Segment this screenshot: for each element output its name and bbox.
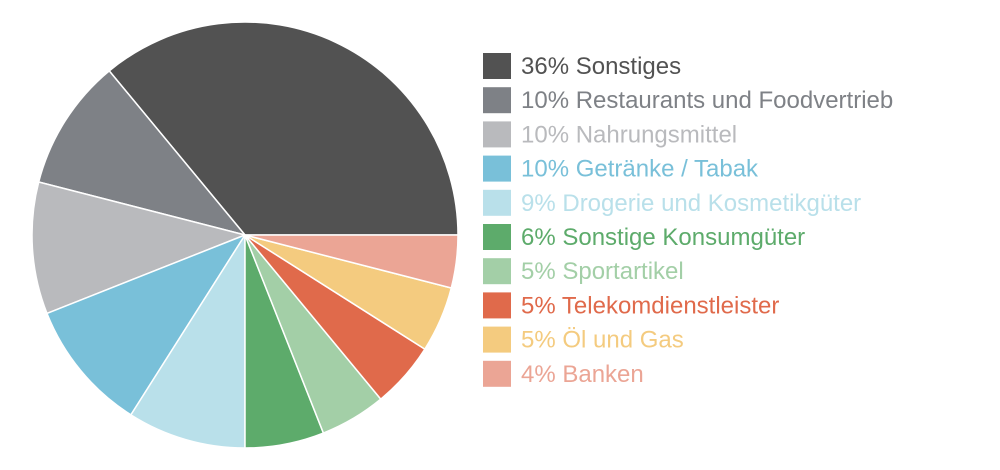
- legend-label: 10% Getränke / Tabak: [521, 156, 759, 183]
- legend-label: 5% Öl und Gas: [521, 327, 684, 354]
- legend-label: 5% Telekomdienstleister: [521, 292, 779, 319]
- legend-label: 9% Drogerie und Kosmetikgüter: [521, 190, 861, 217]
- legend-item: 6% Sonstige Konsumgüter: [483, 224, 805, 251]
- legend-percent: 5%: [521, 292, 556, 319]
- legend-swatch: [483, 121, 511, 148]
- pie-slices: [31, 21, 459, 449]
- legend-percent: 36%: [521, 53, 569, 80]
- legend-label: 4% Banken: [521, 361, 644, 388]
- legend-category: Drogerie und Kosmetikgüter: [556, 190, 861, 217]
- legend-item: 36% Sonstiges: [483, 53, 681, 80]
- legend-swatch: [483, 258, 511, 285]
- legend-label: 36% Sonstiges: [521, 53, 681, 80]
- pie-slice-10: [244, 234, 459, 289]
- pie-slice-4: [46, 234, 246, 416]
- legend-item: 9% Drogerie und Kosmetikgüter: [483, 189, 861, 217]
- legend-item: 10% Restaurants und Foodvertrieb: [483, 87, 893, 114]
- legend-swatch: [483, 87, 511, 114]
- legend-swatch: [483, 224, 511, 250]
- legend-percent: 10%: [521, 156, 569, 183]
- legend-swatch: [483, 53, 511, 79]
- legend-category: Restaurants und Foodvertrieb: [569, 87, 893, 114]
- legend-category: Sonstige Konsumgüter: [556, 224, 805, 251]
- legend-swatch: [483, 189, 511, 216]
- pie-slice-2: [37, 70, 246, 236]
- legend-item: 5% Sportartikel: [483, 258, 684, 285]
- legend-item: 4% Banken: [483, 360, 644, 388]
- legend-label: 10% Nahrungsmittel: [521, 121, 737, 148]
- legend-label: 5% Sportartikel: [521, 258, 684, 285]
- legend-category: Sonstiges: [569, 53, 681, 80]
- pie-slice-1: [108, 21, 459, 236]
- pie-slice-3: [31, 181, 246, 315]
- legend-percent: 5%: [521, 327, 556, 354]
- legend-percent: 5%: [521, 258, 556, 285]
- legend-swatch: [483, 155, 511, 182]
- legend-item: 5% Telekomdienstleister: [483, 292, 779, 319]
- legend-item: 5% Öl und Gas: [483, 326, 684, 354]
- legend-category: Banken: [556, 361, 644, 388]
- legend-percent: 4%: [521, 361, 556, 388]
- legend-percent: 9%: [521, 190, 556, 217]
- legend-category: Öl und Gas: [556, 327, 684, 354]
- legend-percent: 10%: [521, 87, 569, 114]
- legend-category: Nahrungsmittel: [569, 121, 737, 148]
- legend-percent: 10%: [521, 121, 569, 148]
- pie-slice-5: [130, 234, 246, 449]
- legend-category: Getränke / Tabak: [569, 156, 759, 183]
- legend-swatch: [483, 292, 511, 319]
- legend-percent: 6%: [521, 224, 556, 251]
- legend-category: Telekomdienstleister: [556, 292, 780, 319]
- legend-swatch: [483, 360, 511, 387]
- legend-label: 10% Restaurants und Foodvertrieb: [521, 87, 893, 114]
- legend-category: Sportartikel: [556, 258, 684, 285]
- legend-label: 6% Sonstige Konsumgüter: [521, 224, 805, 251]
- legend-item: 10% Nahrungsmittel: [483, 121, 737, 148]
- legend-item: 10% Getränke / Tabak: [483, 155, 759, 183]
- legend-swatch: [483, 326, 511, 353]
